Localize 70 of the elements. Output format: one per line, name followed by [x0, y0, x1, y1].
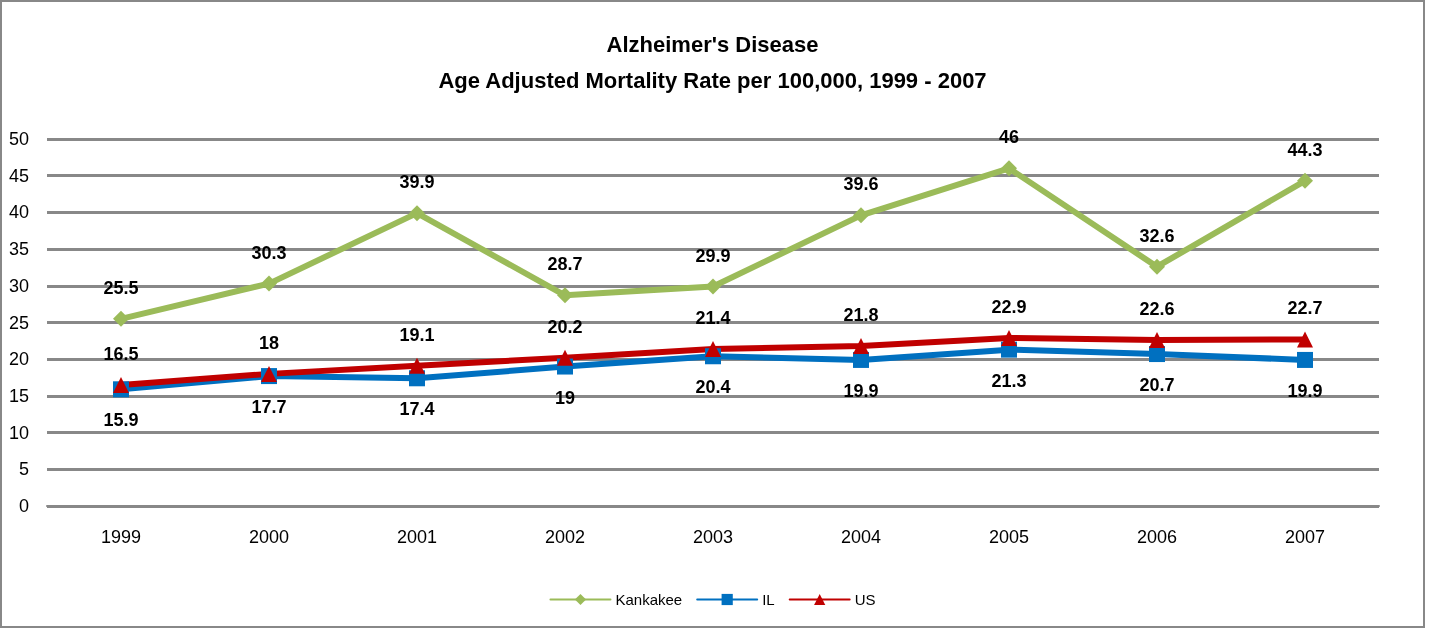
chart-subtitle: Age Adjusted Mortality Rate per 100,000, 1999 - 2007 [438, 67, 987, 93]
y-tick-label: 35 [8, 239, 29, 260]
y-tick-label: 45 [8, 165, 29, 186]
y-tick-label: 15 [8, 385, 29, 406]
legend-label: IL [762, 591, 775, 608]
data-label: 21.8 [843, 304, 879, 325]
data-label: 30.3 [251, 242, 287, 263]
data-label: 20.7 [1139, 375, 1175, 396]
legend-label: US [854, 591, 876, 608]
data-label: 20.2 [547, 316, 583, 337]
y-tick-label: 10 [8, 422, 29, 443]
point [409, 205, 425, 222]
data-label: 17.7 [251, 397, 287, 418]
data-label: 22.9 [991, 296, 1027, 317]
data-label: 19 [554, 387, 576, 408]
legend-label: Kankakee [615, 591, 683, 608]
point [557, 287, 573, 304]
y-tick-label: 5 [18, 459, 29, 480]
point [409, 357, 425, 374]
data-label: 20.4 [695, 377, 731, 398]
data-label: 44.3 [1287, 139, 1323, 160]
point [705, 278, 721, 295]
data-label: 22.6 [1139, 299, 1175, 320]
point [705, 340, 721, 357]
x-tick-label: 2004 [840, 527, 882, 547]
point [261, 275, 277, 292]
x-tick-label: 2007 [1284, 527, 1326, 547]
point [1001, 160, 1017, 177]
point [853, 207, 869, 224]
data-label: 18 [258, 332, 280, 353]
data-label: 29.9 [695, 245, 731, 266]
point [113, 376, 129, 393]
x-tick-label: 1999 [100, 527, 142, 547]
data-label: 21.4 [695, 307, 731, 328]
point [557, 349, 573, 366]
point [1297, 172, 1313, 189]
point [1297, 331, 1313, 348]
data-label: 17.4 [399, 399, 435, 420]
y-tick-label: 0 [18, 496, 29, 516]
x-tick-label: 2002 [544, 527, 586, 547]
data-label: 25.5 [103, 277, 139, 298]
data-label: 19.9 [1287, 380, 1323, 401]
y-tick-label: 25 [8, 312, 29, 333]
data-label: 15.9 [103, 410, 139, 431]
x-tick-label: 2003 [692, 527, 734, 547]
point [1149, 332, 1165, 349]
data-label: 16.5 [103, 343, 139, 364]
point [1297, 351, 1313, 368]
x-tick-label: 2001 [396, 527, 438, 547]
data-label: 19.9 [843, 380, 879, 401]
chart-title: Alzheimer's Disease [606, 31, 819, 57]
data-label: 22.7 [1287, 298, 1323, 319]
data-label: 39.6 [843, 174, 879, 195]
y-tick-label: 40 [8, 202, 29, 223]
y-tick-label: 50 [8, 129, 29, 149]
data-label: 46 [998, 127, 1020, 148]
data-label: 28.7 [547, 254, 583, 275]
x-tick-label: 2005 [988, 527, 1030, 547]
x-tick-label: 2000 [248, 527, 290, 547]
data-label: 39.9 [399, 172, 435, 193]
y-tick-label: 20 [8, 349, 29, 370]
data-label: 19.1 [399, 324, 435, 345]
point [1149, 258, 1165, 275]
point [113, 310, 129, 327]
data-label: 21.3 [991, 370, 1027, 391]
point [1001, 329, 1017, 346]
point [853, 337, 869, 354]
y-tick-label: 30 [8, 275, 29, 296]
x-tick-label: 2006 [1136, 527, 1178, 547]
data-label: 32.6 [1139, 225, 1175, 246]
